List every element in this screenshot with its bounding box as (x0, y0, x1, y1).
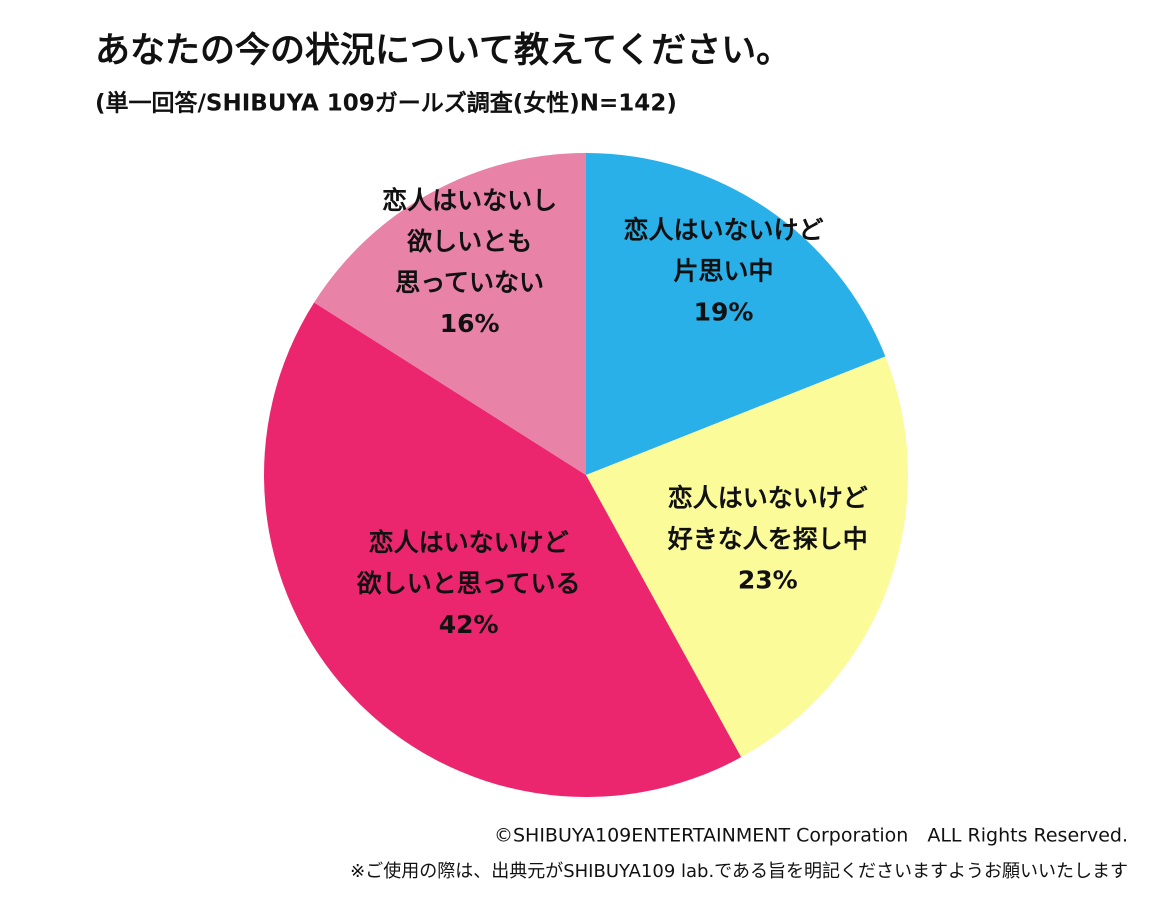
pie-slice (586, 153, 886, 475)
slice-label: 好きな人を探し中 (667, 524, 868, 553)
slice-label: 欲しいとも (406, 227, 532, 256)
slice-label: 恋人はいないけど (624, 216, 824, 245)
pie-slice (586, 356, 908, 758)
copyright: ©SHIBUYA109ENTERTAINMENT Corporation ALL… (494, 825, 1128, 847)
pie-slice (314, 153, 586, 475)
usage-note: ※ご使用の際は、出典元がSHIBUYA109 lab.である旨を明記くださいます… (350, 861, 1128, 882)
value-label: 19% (694, 298, 754, 327)
slice-label: 恋人はいないけど (668, 483, 868, 512)
slice-label: 恋人はいないけど (369, 528, 569, 557)
slice-label: 片思い中 (674, 257, 774, 286)
value-label: 42% (439, 610, 499, 639)
pie-slice (263, 302, 742, 798)
chart-subtitle: (単一回答/SHIBUYA 109ガールズ調査(女性)N=142) (95, 90, 677, 117)
chart-title: あなたの今の状況について教えてください。 (95, 31, 791, 71)
slice-label: 恋人はいないし (382, 186, 557, 215)
value-label: 16% (440, 309, 500, 338)
slice-label: 思っていない (395, 268, 544, 297)
slice-label: 欲しいと思っている (356, 569, 581, 598)
value-label: 23% (738, 565, 798, 594)
